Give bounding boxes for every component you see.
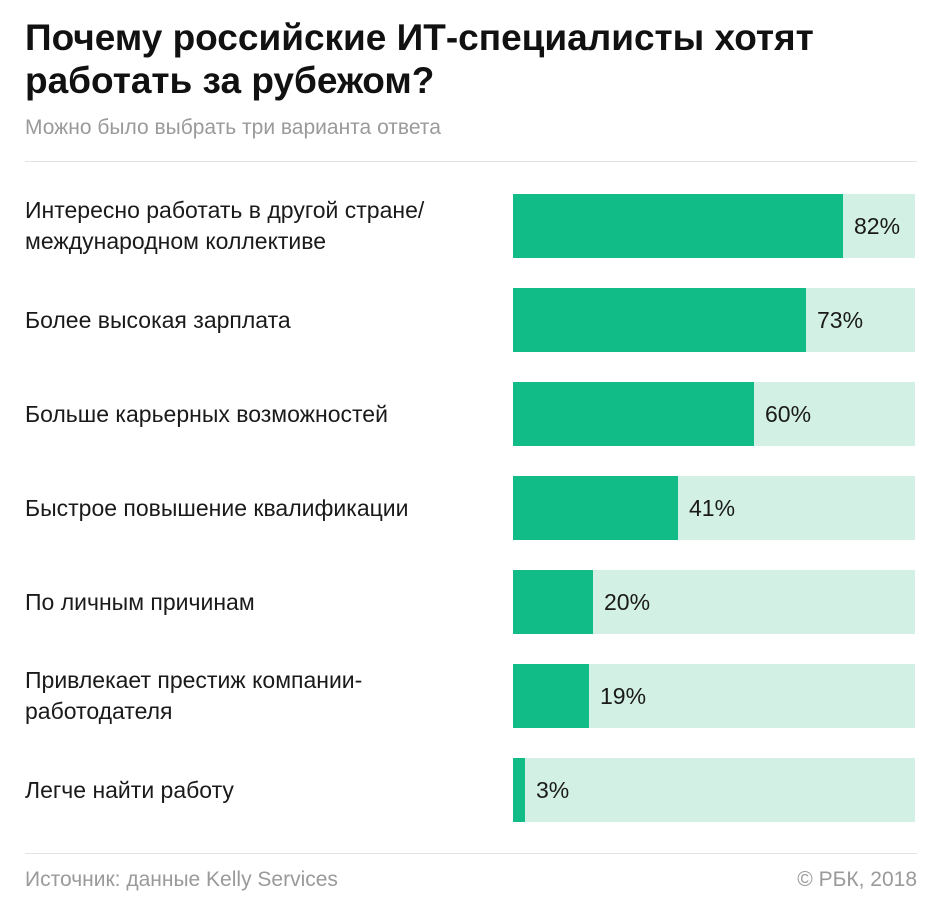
category-label: Больше карьерных возможностей	[25, 400, 388, 427]
bar	[513, 288, 806, 352]
bar	[513, 194, 843, 258]
bar	[513, 570, 593, 634]
bar-track: 20%	[513, 570, 915, 634]
bar	[513, 382, 754, 446]
top-divider	[25, 161, 917, 162]
bar-row: По личным причинам 20%	[0, 570, 945, 634]
category-label: Легче найти работу	[25, 776, 234, 803]
bar-row: Быстрое повышение квалификации 41%	[0, 476, 945, 540]
value-label: 19%	[600, 682, 647, 709]
source-note: Источник: данные Kelly Services	[25, 868, 338, 891]
bar-row: Больше карьерных возможностей 60%	[0, 382, 945, 446]
bar-track: 19%	[513, 664, 915, 728]
chart-subtitle: Можно было выбрать три варианта ответа	[25, 116, 441, 139]
bar-row: Легче найти работу 3%	[0, 758, 945, 822]
category-label: Более высокая зарплата	[25, 306, 291, 333]
bar	[513, 758, 525, 822]
bar-row: Интересно работать в другой стране/ межд…	[0, 194, 945, 258]
bar	[513, 664, 589, 728]
copyright-note: © РБК, 2018	[797, 868, 917, 891]
bar-track: 82%	[513, 194, 915, 258]
value-label: 60%	[765, 400, 812, 427]
bar-track: 41%	[513, 476, 915, 540]
bar-track: 3%	[513, 758, 915, 822]
bar-row: Более высокая зарплата 73%	[0, 288, 945, 352]
category-label: Привлекает престиж компании-работодателя	[25, 667, 363, 724]
value-label: 20%	[604, 588, 651, 615]
bar	[513, 476, 678, 540]
chart-title: Почему российские ИТ-специалисты хотят р…	[25, 17, 814, 101]
value-label: 41%	[689, 494, 736, 521]
bar-track: 60%	[513, 382, 915, 446]
value-label: 82%	[854, 212, 901, 239]
category-label: По личным причинам	[25, 588, 255, 615]
bottom-divider	[25, 853, 917, 854]
category-label: Интересно работать в другой стране/ межд…	[25, 197, 425, 254]
value-label: 3%	[536, 776, 570, 803]
bar-row: Привлекает престиж компании-работодателя…	[0, 664, 945, 728]
bar-track: 73%	[513, 288, 915, 352]
value-label: 73%	[817, 306, 864, 333]
category-label: Быстрое повышение квалификации	[25, 494, 409, 521]
